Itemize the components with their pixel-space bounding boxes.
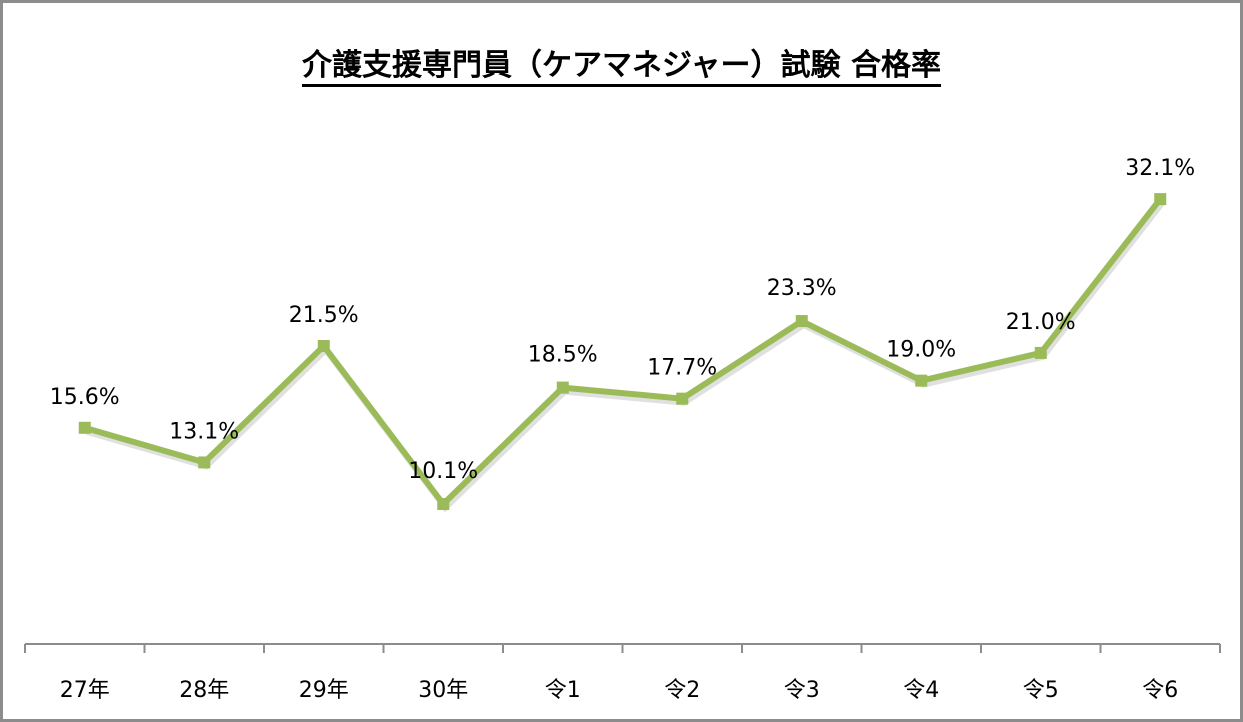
data-label: 32.1% <box>1125 156 1195 181</box>
x-tick-label: 27年 <box>60 678 110 703</box>
data-label: 17.7% <box>647 356 717 381</box>
x-tick-label: 令5 <box>1023 678 1059 703</box>
data-point-marker <box>1154 193 1167 206</box>
x-tick-label: 29年 <box>299 678 349 703</box>
data-label: 10.1% <box>408 459 478 484</box>
data-point-marker <box>198 456 211 469</box>
data-point-marker <box>795 315 808 328</box>
data-point-marker <box>676 392 689 405</box>
x-tick-label: 令1 <box>545 678 581 703</box>
data-label: 18.5% <box>528 343 598 368</box>
line-shadow <box>85 201 1165 513</box>
data-label: 19.0% <box>886 338 956 363</box>
data-point-marker <box>317 340 330 353</box>
chart-title: 介護支援専門員（ケアマネジャー）試験 合格率 <box>0 40 1243 87</box>
x-tick-label: 令6 <box>1142 678 1178 703</box>
data-label: 13.1% <box>169 419 239 444</box>
data-label: 23.3% <box>767 276 837 301</box>
series-line <box>83 197 1163 509</box>
data-label: 15.6% <box>50 385 120 410</box>
x-tick-label: 28年 <box>179 678 229 703</box>
x-tick-label: 令4 <box>903 678 939 703</box>
data-point-marker <box>1034 346 1047 359</box>
data-point-marker <box>556 381 569 394</box>
data-point-marker <box>78 421 91 434</box>
x-tick-label: 令2 <box>664 678 700 703</box>
data-label: 21.0% <box>1006 310 1076 335</box>
x-tick-label: 令3 <box>784 678 820 703</box>
x-tick-label: 30年 <box>418 678 468 703</box>
data-label: 21.5% <box>289 303 359 328</box>
data-point-marker <box>437 498 450 511</box>
data-point-marker <box>915 374 928 387</box>
